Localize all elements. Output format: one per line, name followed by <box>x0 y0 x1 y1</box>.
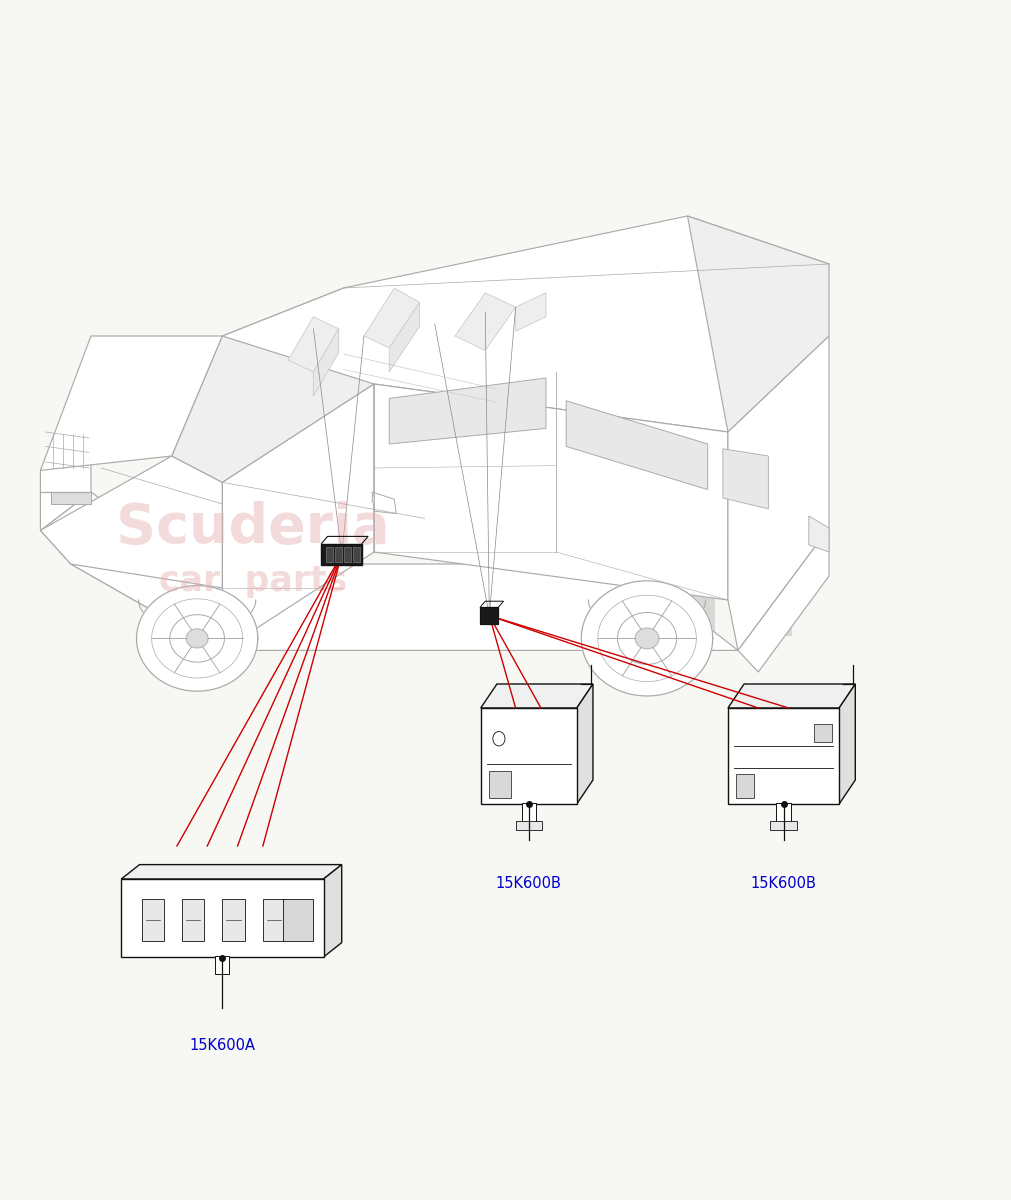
Polygon shape <box>728 684 855 708</box>
Polygon shape <box>809 516 829 552</box>
Polygon shape <box>723 449 768 509</box>
Text: 15K600B: 15K600B <box>495 876 562 890</box>
Polygon shape <box>728 708 839 804</box>
Polygon shape <box>222 384 374 650</box>
Bar <box>678 487 715 535</box>
Bar <box>814 724 832 742</box>
Text: car  parts: car parts <box>159 564 347 598</box>
Polygon shape <box>222 216 829 432</box>
Bar <box>142 899 164 941</box>
Polygon shape <box>635 628 659 649</box>
Bar <box>480 607 498 624</box>
Polygon shape <box>566 401 708 490</box>
Text: 15K600B: 15K600B <box>750 876 817 890</box>
Bar <box>755 487 792 535</box>
Bar <box>182 899 204 941</box>
Bar <box>344 547 351 562</box>
Polygon shape <box>40 492 222 650</box>
Bar <box>326 547 333 562</box>
Bar <box>717 437 753 486</box>
Bar <box>489 772 512 798</box>
Polygon shape <box>288 317 339 372</box>
Circle shape <box>493 732 506 746</box>
Bar <box>640 538 676 586</box>
Polygon shape <box>324 864 342 958</box>
Polygon shape <box>687 216 829 432</box>
Polygon shape <box>186 629 208 648</box>
Bar <box>770 821 797 830</box>
Polygon shape <box>51 492 91 504</box>
Bar <box>335 547 342 562</box>
Bar <box>755 588 792 636</box>
Bar <box>522 803 536 823</box>
Polygon shape <box>455 293 516 350</box>
Bar <box>602 588 638 636</box>
Bar <box>215 955 229 974</box>
Polygon shape <box>728 336 829 650</box>
Text: 15K600A: 15K600A <box>189 1038 256 1054</box>
Polygon shape <box>71 564 738 650</box>
Polygon shape <box>136 586 258 691</box>
Bar <box>263 899 285 941</box>
Bar <box>353 547 360 562</box>
Polygon shape <box>121 864 342 878</box>
Polygon shape <box>40 430 91 530</box>
Bar <box>736 774 754 798</box>
Bar <box>602 388 638 436</box>
Polygon shape <box>364 288 420 348</box>
Polygon shape <box>581 581 713 696</box>
Bar <box>602 487 638 535</box>
Polygon shape <box>374 384 728 600</box>
Polygon shape <box>121 878 324 958</box>
Polygon shape <box>172 288 374 482</box>
Bar <box>283 899 313 941</box>
Polygon shape <box>481 708 576 804</box>
Bar <box>678 588 715 636</box>
Bar <box>678 388 715 436</box>
Bar <box>222 899 245 941</box>
Polygon shape <box>738 528 829 672</box>
Polygon shape <box>389 302 420 372</box>
Bar <box>717 538 753 586</box>
Bar <box>321 544 362 565</box>
Bar <box>640 437 676 486</box>
Polygon shape <box>576 684 592 804</box>
Polygon shape <box>313 329 339 396</box>
Bar <box>776 803 791 823</box>
Polygon shape <box>839 684 855 804</box>
Polygon shape <box>389 378 546 444</box>
Polygon shape <box>516 293 546 331</box>
Bar <box>755 388 792 436</box>
Polygon shape <box>481 684 592 708</box>
Text: Scuderia: Scuderia <box>116 500 389 554</box>
Polygon shape <box>40 456 222 588</box>
Polygon shape <box>372 492 396 514</box>
Bar <box>516 821 542 830</box>
Polygon shape <box>40 336 222 470</box>
